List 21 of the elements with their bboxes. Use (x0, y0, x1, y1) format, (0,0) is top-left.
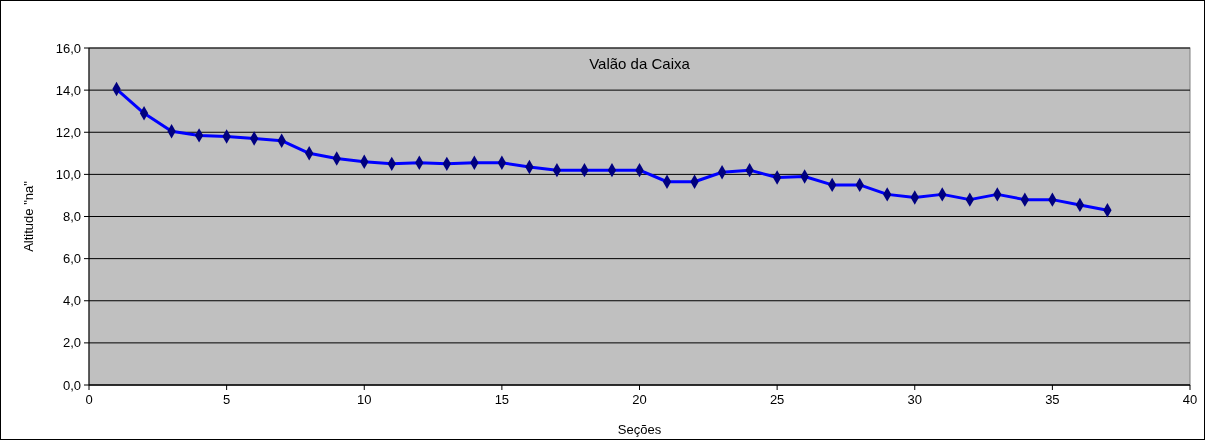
y-tick-label: 14,0 (55, 82, 81, 98)
x-tick-label: 40 (1182, 392, 1198, 407)
x-tick-label: 5 (223, 392, 231, 407)
y-tick-label: 0,0 (62, 377, 81, 393)
x-tick-label: 15 (494, 392, 510, 407)
y-tick-label: 4,0 (62, 293, 81, 309)
x-tick-label: 0 (85, 392, 93, 407)
y-tick-label: 6,0 (62, 251, 81, 267)
y-tick-label: 2,0 (62, 335, 81, 351)
x-tick-label: 35 (1045, 392, 1060, 407)
x-tick-label: 10 (357, 392, 372, 407)
y-tick-label: 16,0 (55, 40, 81, 56)
x-tick-label: 25 (769, 392, 785, 407)
x-tick-label: 20 (632, 392, 647, 407)
x-tick-label: 30 (907, 392, 922, 407)
y-axis-title: Altitude "na" (21, 180, 36, 252)
y-tick-label: 10,0 (55, 166, 81, 182)
x-axis-title: Seções (617, 422, 662, 437)
text: Valão da Caixa (589, 55, 691, 72)
y-tick-label: 12,0 (55, 124, 81, 140)
y-tick-label: 8,0 (62, 209, 81, 225)
